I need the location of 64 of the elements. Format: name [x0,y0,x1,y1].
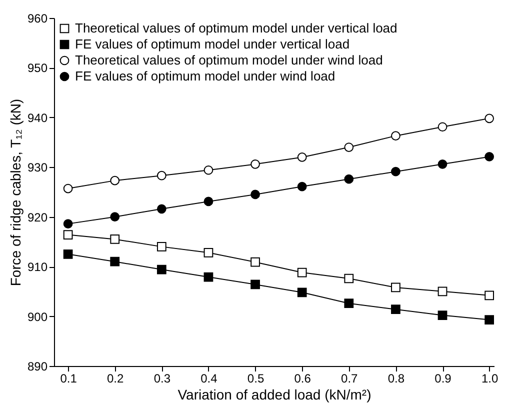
x-tick-label: 0.4 [200,372,218,386]
point [438,286,448,296]
x-tick-label: 0.5 [247,372,264,386]
point [344,142,354,152]
y-tick-label: 900 [27,310,48,324]
point [63,230,73,240]
point [344,298,354,308]
point [391,131,400,140]
point [156,204,166,214]
x-tick-label: 0.6 [294,372,312,386]
point [110,234,120,244]
point [484,114,494,124]
x-tick-label: 1.0 [481,372,498,386]
point [156,242,166,252]
x-axis-title: Variation of added load (kN/m²) [178,386,372,402]
point [204,196,214,206]
point [484,315,494,324]
point [204,248,214,258]
point [110,256,120,266]
legend-label: FE values of optimum model under wind load [75,68,336,84]
point [297,152,307,162]
x-tick-label: 0.9 [434,372,452,386]
point [63,184,73,194]
point [63,219,73,228]
point [344,174,354,184]
point [63,249,73,259]
point [344,274,354,284]
point [250,190,260,200]
point [297,288,307,298]
y-tick-label: 940 [27,110,48,125]
point [438,159,448,169]
point [156,264,166,274]
point [250,280,260,290]
legend-label: FE values of optimum model under vertical load [75,36,350,52]
y-tick-label: 890 [27,360,48,374]
point [297,182,307,192]
y-tick-label: 960 [27,12,48,26]
point [250,159,260,169]
point [250,257,260,267]
point [438,310,448,320]
x-tick-label: 0.2 [107,372,124,386]
point [297,268,307,278]
point [391,304,400,314]
y-axis-title: Force of ridge cables, T₁₂ (kN) [7,98,24,286]
point [110,212,120,222]
point [391,166,400,176]
legend-label: Theoretical values of optimum model under wind load [75,52,383,68]
x-tick-label: 0.1 [60,372,78,386]
x-tick-label: 0.3 [154,372,171,386]
point [204,272,214,282]
point [204,165,214,175]
point [484,152,494,162]
y-tick-label: 930 [27,160,48,175]
legend-label: Theoretical values of optimum model under vertical load [75,20,398,36]
point [156,170,166,180]
y-tick-label: 920 [27,210,48,224]
x-tick-label: 0.7 [341,372,358,386]
y-tick-label: 910 [27,260,48,274]
point [391,282,400,292]
x-tick-label: 0.8 [388,372,405,386]
point [110,176,120,186]
y-tick-label: 950 [27,61,48,76]
point [438,122,448,132]
point [484,290,494,300]
